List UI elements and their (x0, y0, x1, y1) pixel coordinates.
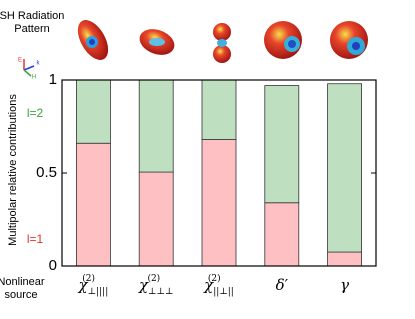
category-subscript: ||⊥|| (213, 287, 234, 297)
chart-title: SH Radiation (0, 10, 64, 22)
bar-segment (264, 85, 300, 204)
bar-segment (201, 79, 237, 140)
y-tick-label: 1 (49, 71, 57, 88)
category-subscript: ⊥⊥⊥ (148, 287, 173, 297)
y-axis-label: Multipolar relative contributions (7, 94, 19, 246)
category-symbol: γ (340, 276, 349, 294)
bar-segment (138, 79, 174, 173)
x-tick-label: γ (340, 276, 349, 294)
x-axis-label: source (4, 289, 37, 301)
legend-label: l=2 (27, 106, 44, 120)
radiation-patterns (77, 20, 368, 63)
category-superscript: (2) (82, 273, 95, 284)
axes-icon-label: k (37, 61, 41, 67)
y-tick-label: 0.5 (36, 164, 57, 181)
x-tick-label: χ⊥⊥⊥ (2) (138, 273, 174, 297)
category-symbol: δ′ (276, 276, 289, 294)
category-superscript: (2) (147, 273, 160, 284)
category-symbol: χ (203, 276, 214, 294)
axes-icon-label: H (32, 75, 36, 81)
axes-icon-label: E (18, 58, 22, 64)
category-symbol: χ (78, 276, 89, 294)
x-axis-label: Nonlinear (0, 276, 45, 288)
x-tick-label: χ||⊥|| (2) (203, 273, 234, 297)
bar-segment (327, 251, 363, 267)
bar-segment (201, 139, 237, 267)
bar-segment (138, 171, 174, 267)
y-tick-label: 0 (49, 257, 57, 274)
chart-title: Pattern (14, 23, 49, 35)
bar-segment (76, 79, 111, 144)
bar-segment (264, 202, 300, 267)
category-subscript: ⊥|||| (88, 287, 109, 297)
bar-segment (327, 83, 363, 253)
x-tick-label: χ⊥|||| (2) (78, 273, 109, 297)
category-superscript: (2) (208, 273, 221, 284)
bar-segment (76, 142, 111, 267)
legend-label: l=1 (27, 232, 44, 246)
x-tick-label: δ′ (276, 276, 289, 294)
axes-icon (23, 59, 35, 77)
category-symbol: χ (138, 276, 149, 294)
